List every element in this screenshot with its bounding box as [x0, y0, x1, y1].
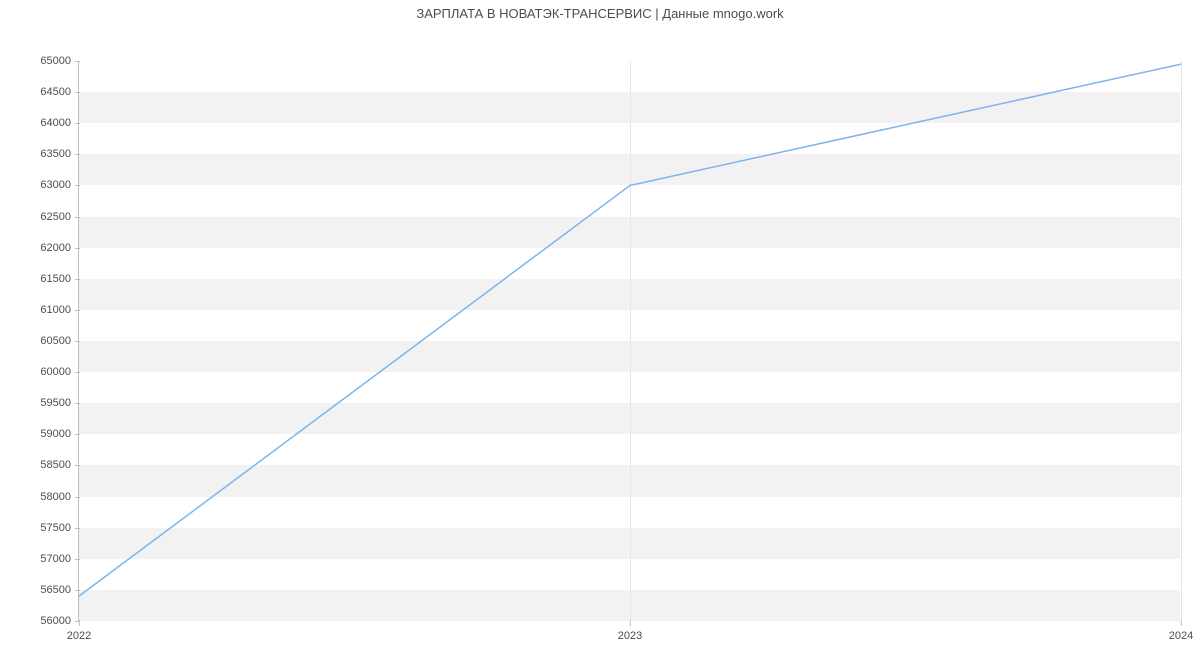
- y-tick-label: 61000: [40, 304, 79, 316]
- y-tick-label: 57000: [40, 553, 79, 565]
- y-tick-label: 64500: [40, 86, 79, 98]
- y-tick-label: 63000: [40, 179, 79, 191]
- y-tick-label: 60500: [40, 335, 79, 347]
- y-tick-label: 57500: [40, 522, 79, 534]
- y-tick-label: 63500: [40, 148, 79, 160]
- series-svg: [79, 61, 1181, 621]
- series-line: [79, 64, 1181, 596]
- y-tick-label: 60000: [40, 366, 79, 378]
- y-tick-label: 62000: [40, 242, 79, 254]
- x-tick-label: 2024: [1169, 620, 1193, 642]
- y-tick-label: 65000: [40, 55, 79, 67]
- y-tick-label: 62500: [40, 211, 79, 223]
- y-tick-label: 58500: [40, 459, 79, 471]
- plot-area: 5600056500570005750058000585005900059500…: [78, 61, 1180, 621]
- y-tick-label: 58000: [40, 491, 79, 503]
- y-tick-label: 56500: [40, 584, 79, 596]
- y-tick-label: 59500: [40, 397, 79, 409]
- y-tick-label: 64000: [40, 117, 79, 129]
- x-tick-label: 2023: [618, 620, 642, 642]
- y-tick-label: 61500: [40, 273, 79, 285]
- y-tick-label: 59000: [40, 428, 79, 440]
- x-gridline: [1181, 61, 1182, 620]
- x-tick-label: 2022: [67, 620, 91, 642]
- chart-title: ЗАРПЛАТА В НОВАТЭК-ТРАНСЕРВИС | Данные m…: [0, 0, 1200, 21]
